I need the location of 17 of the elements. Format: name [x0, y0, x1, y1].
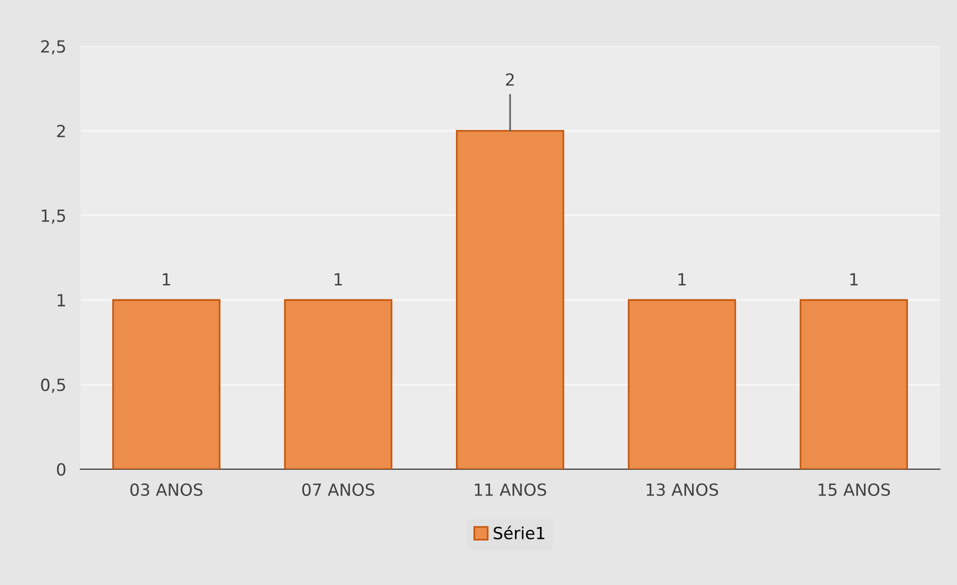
data-label: 1	[678, 273, 686, 286]
y-tick-label: 1,5	[42, 210, 66, 224]
x-tick-label: 11 ANOS	[474, 483, 546, 496]
data-label: 1	[850, 273, 858, 286]
y-tick-label: 2,5	[41, 40, 66, 54]
data-label: 1	[334, 273, 342, 286]
x-tick-label: 15 ANOS	[818, 483, 890, 496]
data-label: 1	[162, 273, 170, 286]
y-tick-label: 0,5	[41, 378, 66, 393]
y-tick-label: 2	[57, 124, 65, 138]
legend-label: Série1	[494, 526, 544, 540]
x-tick-label: 07 ANOS	[302, 483, 374, 496]
x-tick-label: 03 ANOS	[130, 483, 202, 496]
data-label: 2	[506, 73, 514, 86]
y-tick-label: 0	[56, 463, 66, 476]
y-tick-label: 1	[58, 294, 65, 306]
x-tick-label: 13 ANOS	[646, 483, 718, 496]
